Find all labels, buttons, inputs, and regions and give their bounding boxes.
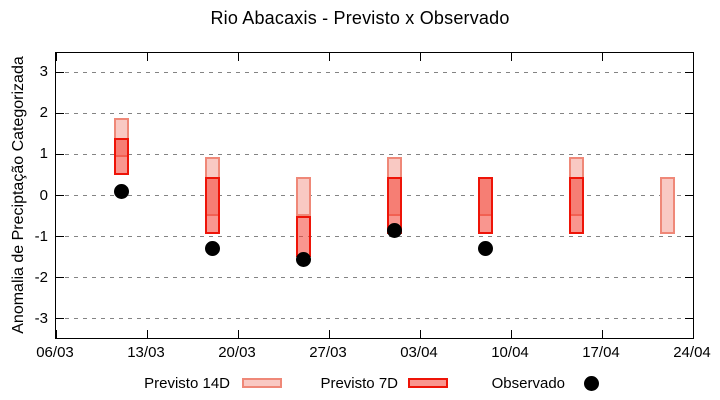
x-tick — [55, 53, 57, 61]
legend-dot-observado — [584, 376, 599, 391]
y-tick-label: -1 — [34, 227, 48, 245]
gridline — [56, 318, 693, 320]
legend-label-observado: Observado — [491, 375, 565, 392]
y-tick — [56, 277, 64, 278]
gridline — [56, 112, 693, 114]
previsto-14d-bar — [659, 177, 675, 235]
observado-dot — [477, 241, 493, 257]
x-tick-label: 27/03 — [309, 344, 347, 361]
y-tick-label: 3 — [39, 63, 48, 81]
x-tick — [328, 53, 330, 61]
observado-dot — [113, 183, 129, 199]
legend-label-previsto-7d: Previsto 7D — [320, 375, 398, 392]
previsto-7d-bar — [477, 177, 493, 235]
y-tick-label: 0 — [39, 186, 48, 204]
previsto-7d-bar — [568, 177, 584, 235]
x-tick — [237, 53, 239, 61]
observado-dot — [295, 251, 311, 267]
y-tick-label: 1 — [39, 145, 48, 163]
gridline — [56, 277, 693, 278]
gridline — [56, 236, 693, 237]
y-tick — [56, 318, 64, 320]
x-tick — [237, 330, 239, 338]
x-tick — [692, 330, 694, 338]
y-tick — [685, 318, 693, 320]
x-tick-label: 10/04 — [491, 344, 529, 361]
x-tick-label: 13/03 — [127, 344, 165, 361]
legend-swatch-previsto-7d — [408, 378, 448, 388]
y-tick — [56, 71, 64, 73]
y-tick-label: -2 — [34, 268, 48, 286]
previsto-14d-bar — [295, 177, 311, 216]
legend-swatch-previsto-14d — [242, 378, 282, 388]
x-tick — [601, 330, 603, 338]
y-tick — [685, 236, 693, 237]
x-tick — [601, 53, 603, 61]
y-tick-label: -3 — [34, 309, 48, 327]
x-tick — [419, 53, 421, 61]
x-tick-label: 03/04 — [400, 344, 438, 361]
legend-label-previsto-14d: Previsto 14D — [144, 375, 230, 392]
y-tick — [56, 195, 64, 196]
gridline — [56, 195, 693, 196]
x-tick — [146, 330, 148, 338]
y-tick — [56, 112, 64, 114]
y-tick — [56, 153, 64, 155]
y-tick — [685, 71, 693, 73]
plot-area — [55, 52, 694, 339]
x-tick — [146, 53, 148, 61]
x-tick — [55, 330, 57, 338]
x-tick — [692, 53, 694, 61]
y-tick — [685, 112, 693, 114]
y-tick-label: 2 — [39, 104, 48, 122]
previsto-7d-bar — [113, 138, 129, 175]
gridline — [56, 71, 693, 73]
chart-title: Rio Abacaxis - Previsto x Observado — [210, 8, 510, 28]
y-tick — [685, 195, 693, 196]
x-tick-label: 17/04 — [582, 344, 620, 361]
x-tick-label: 24/04 — [673, 344, 711, 361]
x-tick — [328, 330, 330, 338]
y-tick — [685, 277, 693, 278]
x-tick-label: 06/03 — [36, 344, 74, 361]
previsto-7d-bar — [204, 177, 220, 235]
observado-dot — [386, 222, 402, 238]
x-tick — [510, 330, 512, 338]
x-tick — [419, 330, 421, 338]
y-tick — [56, 236, 64, 237]
y-tick — [685, 153, 693, 155]
gridline — [56, 153, 693, 155]
x-tick — [510, 53, 512, 61]
previsto-7d-bar — [295, 216, 311, 257]
x-tick-label: 20/03 — [218, 344, 256, 361]
observado-dot — [204, 241, 220, 257]
